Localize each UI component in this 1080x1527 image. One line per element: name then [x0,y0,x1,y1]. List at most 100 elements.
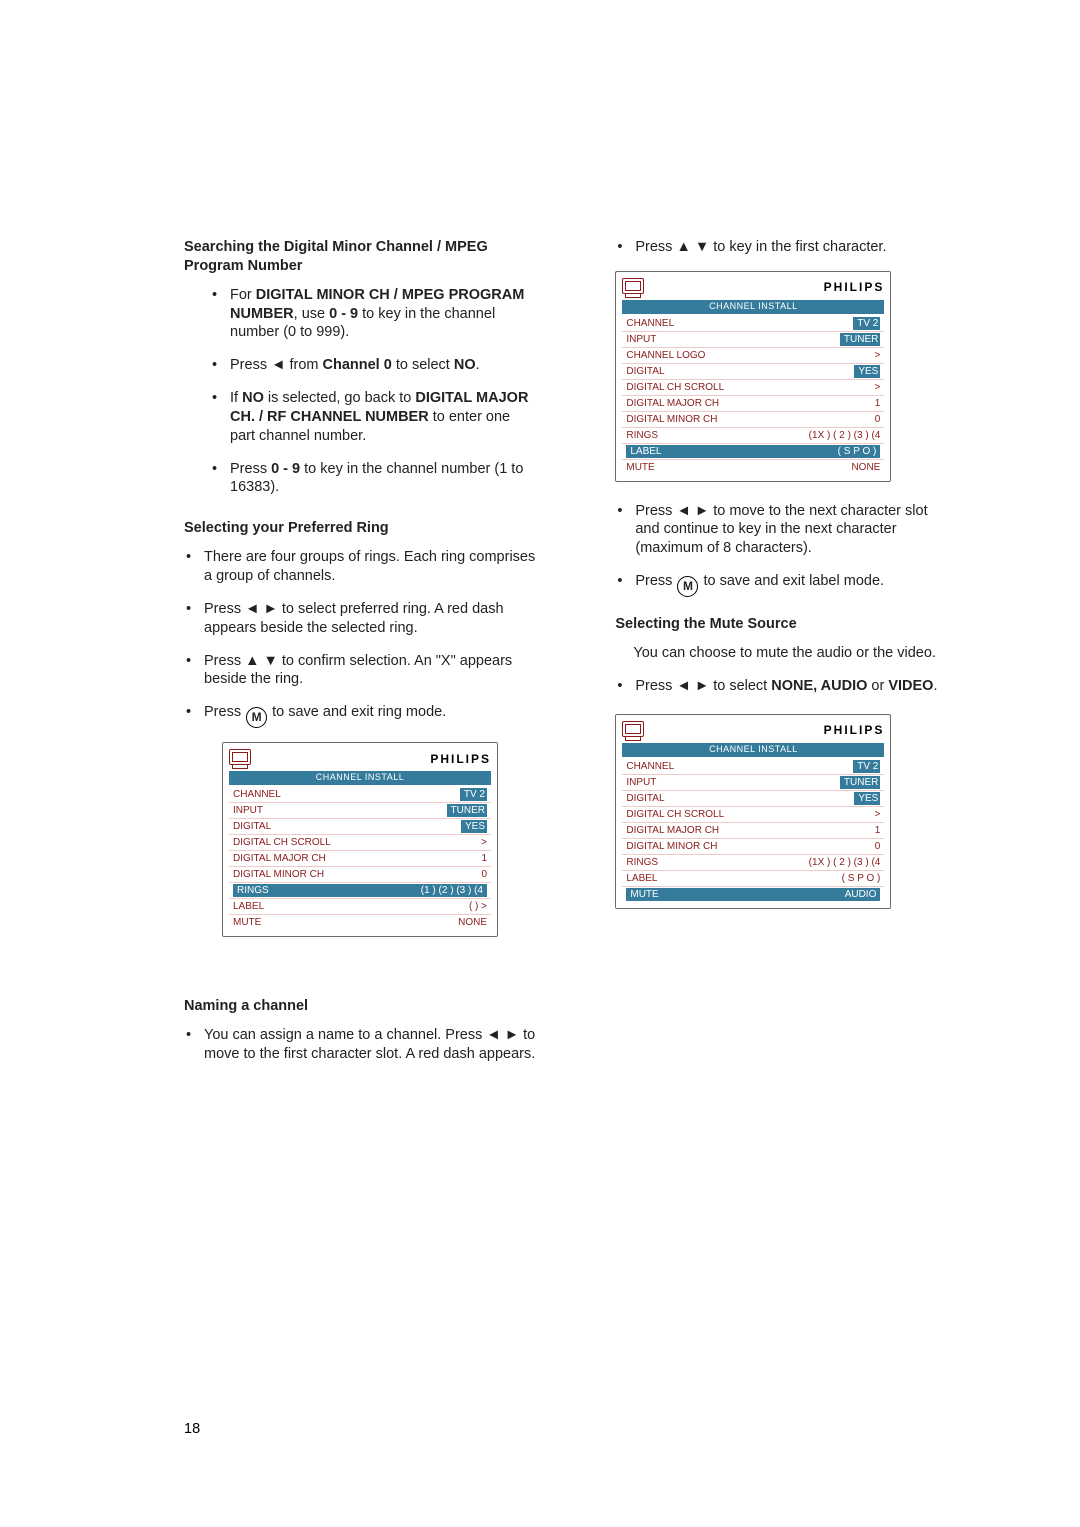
right-list-2: Press ◄ ► to move to the next character … [615,502,950,598]
menu-value: NONE [851,461,880,474]
text: . [476,357,480,373]
text-bold: NO [242,390,264,406]
menu-key: DIGITAL [626,792,854,805]
text-bold: NONE, AUDIO [771,678,867,694]
menu-row: CHANNELTV 2 [229,787,491,803]
text: Press [230,461,271,477]
menu-value: YES [854,792,880,805]
naming-list: You can assign a name to a channel. Pres… [184,1026,535,1064]
menu-value: 0 [481,868,487,881]
menu-key: CHANNEL [233,788,460,801]
mute-para: You can choose to mute the audio or the … [633,644,950,663]
list-item: You can assign a name to a channel. Pres… [184,1026,535,1064]
menu-row: LABEL( S P O ) [622,444,884,460]
menu-row: CHANNELTV 2 [622,759,884,775]
text: to save and exit label mode. [699,573,884,589]
text-bold: Channel 0 [323,357,392,373]
menu-row: DIGITALYES [622,364,884,380]
menu-row: DIGITAL CH SCROLL> [622,807,884,823]
menu-key: LABEL [626,872,841,885]
menu-row: DIGITALYES [622,791,884,807]
menu-header: PHILIPS [622,721,884,743]
list-item: Press ◄ ► to select preferred ring. A re… [184,600,535,638]
menu-row: DIGITAL MINOR CH0 [229,867,491,883]
list-item: There are four groups of rings. Each rin… [184,548,535,586]
menu-value: > [481,836,487,849]
menu-row: CHANNELTV 2 [622,316,884,332]
mute-list: Press ◄ ► to select NONE, AUDIO or VIDEO… [615,677,950,696]
menu-row: LABEL( ) > [229,899,491,915]
menu-row: DIGITAL MAJOR CH1 [622,823,884,839]
menu-value: TV 2 [853,760,880,773]
menu-row: INPUTTUNER [229,803,491,819]
menu-row: RINGS(1X ) ( 2 ) (3 ) (4 [622,855,884,871]
menu-value: 1 [875,397,881,410]
menu-card-rings: PHILIPS CHANNEL INSTALL CHANNELTV 2INPUTTU… [222,742,498,937]
search-sublist: For DIGITAL MINOR CH / MPEG PROGRAM NUMB… [184,286,535,498]
text: Press ◄ ► to select [635,678,771,694]
sub-item: For DIGITAL MINOR CH / MPEG PROGRAM NUMB… [210,286,535,343]
sub-item: Press ◄ from Channel 0 to select NO. [210,356,535,375]
menu-value: YES [854,365,880,378]
menu-value: 1 [481,852,487,865]
menu-value: NONE [458,916,487,929]
menu-key: MUTE [626,888,840,901]
menu-key: DIGITAL MINOR CH [626,413,874,426]
heading-ring: Selecting your Preferred Ring [184,519,535,538]
page-content: Searching the Digital Minor Channel / MP… [0,0,1080,1138]
m-button-icon: M [677,576,698,597]
menu-title: CHANNEL INSTALL [229,771,491,785]
menu-row: DIGITAL MINOR CH0 [622,839,884,855]
tv-icon [622,721,644,741]
philips-brand: PHILIPS [824,280,885,296]
right-column: Press ▲ ▼ to key in the first character.… [615,238,950,1078]
text: , use [294,306,329,322]
menu-key: RINGS [233,884,417,897]
menu-value: (1X ) ( 2 ) (3 ) (4 [809,856,881,869]
philips-brand: PHILIPS [430,752,491,768]
menu-key: INPUT [626,776,840,789]
menu-value: YES [461,820,487,833]
menu-card-mute: PHILIPSCHANNEL INSTALL CHANNELTV 2INPUTTU… [615,714,891,909]
menu-row: DIGITALYES [229,819,491,835]
text-bold: 0 - 9 [329,306,358,322]
left-column: Searching the Digital Minor Channel / MP… [184,238,535,1078]
menu-key: DIGITAL CH SCROLL [233,836,481,849]
menu-key: DIGITAL MAJOR CH [626,824,874,837]
text-bold: 0 - 9 [271,461,300,477]
menu-row: DIGITAL MINOR CH0 [622,412,884,428]
list-item: Press M to save and exit ring mode. [184,703,535,728]
menu-key: DIGITAL MAJOR CH [626,397,874,410]
text: to select [392,357,454,373]
menu-key: RINGS [626,856,808,869]
menu-value: TUNER [447,804,487,817]
sub-item: Press 0 - 9 to key in the channel number… [210,460,535,498]
menu-value: TUNER [840,776,880,789]
menu-row: DIGITAL MAJOR CH1 [229,851,491,867]
tv-icon [622,278,644,298]
ring-list: There are four groups of rings. Each rin… [184,548,535,728]
heading-naming: Naming a channel [184,997,535,1016]
menu-card-label: PHILIPSCHANNEL INSTALLCHANNELTV 2INPUTTU… [615,271,891,482]
text: or [867,678,888,694]
menu-value: 0 [875,413,881,426]
menu-key: DIGITAL [626,365,854,378]
m-button-icon: M [246,707,267,728]
menu-row: MUTENONE [622,460,884,475]
menu-value: (1 ) (2 ) (3 ) (4 [417,884,487,897]
text: Press [635,573,676,589]
menu-key: MUTE [626,461,851,474]
sub-item: If NO is selected, go back to DIGITAL MA… [210,389,535,446]
heading-search-minor: Searching the Digital Minor Channel / MP… [184,238,535,276]
menu-title: CHANNEL INSTALL [622,743,884,757]
menu-row: MUTEAUDIO [622,887,884,902]
menu-key: LABEL [626,445,833,458]
text-bold: VIDEO [888,678,933,694]
menu-key: CHANNEL [626,317,853,330]
text: is selected, go back to [264,390,416,406]
heading-mute: Selecting the Mute Source [615,615,950,634]
list-item: Press M to save and exit label mode. [615,572,950,597]
menu-row: LABEL( S P O ) [622,871,884,887]
page-number: 18 [184,1421,200,1437]
menu-value: (1X ) ( 2 ) (3 ) (4 [809,429,881,442]
